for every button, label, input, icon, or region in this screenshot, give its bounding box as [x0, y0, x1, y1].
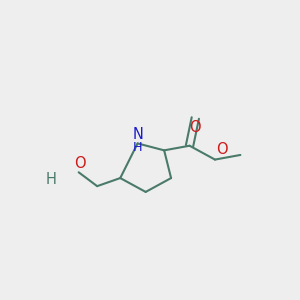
Text: O: O: [74, 156, 85, 171]
Text: N: N: [132, 127, 143, 142]
Text: H: H: [133, 141, 142, 154]
Text: O: O: [190, 120, 201, 135]
Text: O: O: [216, 142, 228, 157]
Text: H: H: [46, 172, 57, 187]
